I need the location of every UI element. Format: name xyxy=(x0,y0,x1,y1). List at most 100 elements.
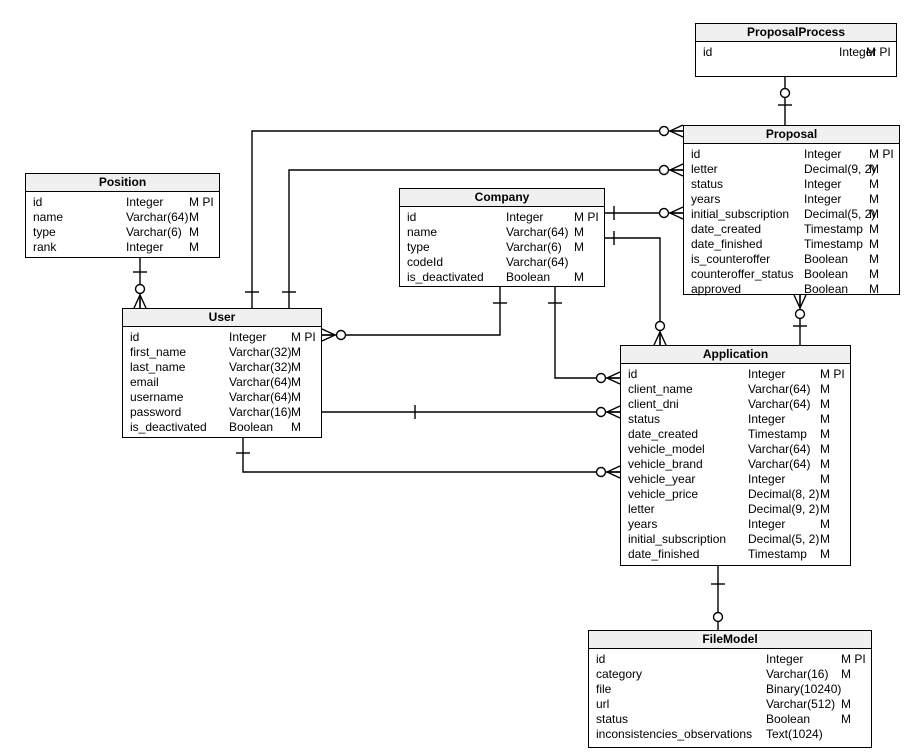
field-name: vehicle_model xyxy=(628,442,705,456)
field-row: id Integer M PI xyxy=(589,652,871,667)
field-type: Varchar(64) xyxy=(506,255,569,269)
field-flags: M xyxy=(291,420,301,434)
field-flags: M xyxy=(291,390,301,404)
relationship-company-application-left xyxy=(548,287,621,385)
field-name: counteroffer_status xyxy=(691,267,794,281)
field-row: url Varchar(512) M xyxy=(589,697,871,712)
field-row: inconsistencies_observations Text(1024) xyxy=(589,727,871,742)
field-flags: M xyxy=(189,225,199,239)
field-row: username Varchar(64) M xyxy=(123,390,321,405)
field-flags: M PI xyxy=(291,330,316,344)
field-row: vehicle_model Varchar(64) M xyxy=(621,442,850,457)
field-flags: M xyxy=(869,252,879,266)
field-name: initial_subscription xyxy=(691,207,790,221)
entity-title: Proposal xyxy=(684,126,899,144)
field-row: date_created Timestamp M xyxy=(684,222,899,237)
field-row: type Varchar(6) M xyxy=(26,225,219,240)
cardinality-zero-circle xyxy=(654,320,666,332)
field-flags: M xyxy=(869,162,879,176)
field-name: letter xyxy=(691,162,718,176)
field-name: letter xyxy=(628,502,655,516)
field-name: is_deactivated xyxy=(407,270,484,284)
field-row: date_finished Timestamp M xyxy=(621,547,850,562)
field-name: years xyxy=(691,192,721,206)
field-flags: M PI xyxy=(866,45,891,59)
field-name: last_name xyxy=(130,360,186,374)
field-name: file xyxy=(596,682,612,696)
field-name: id xyxy=(407,210,417,224)
cardinality-zero-circle xyxy=(595,406,607,418)
field-flags: M xyxy=(869,237,879,251)
field-name: is_deactivated xyxy=(130,420,207,434)
relationship-user-proposal-2 xyxy=(282,163,684,308)
field-flags: M xyxy=(574,240,584,254)
field-type: Varchar(64) xyxy=(748,442,811,456)
field-flags: M PI xyxy=(574,210,599,224)
field-row: name Varchar(64) M xyxy=(26,210,219,225)
field-row: last_name Varchar(32) M xyxy=(123,360,321,375)
field-name: name xyxy=(407,225,438,239)
field-row: date_created Timestamp M xyxy=(621,427,850,442)
field-row: category Varchar(16) M xyxy=(589,667,871,682)
entity-title: FileModel xyxy=(589,631,871,649)
entity-proposalprocess[interactable]: ProposalProcess id Integer M PI xyxy=(695,23,897,77)
entity-filemodel[interactable]: FileModel id Integer M PI category Varchar(16… xyxy=(588,630,872,748)
field-type: Decimal(5, 2) xyxy=(804,207,876,221)
field-name: inconsistencies_observations xyxy=(596,727,753,741)
field-name: name xyxy=(33,210,64,224)
field-flags: M xyxy=(841,667,851,681)
field-type: Varchar(32) xyxy=(229,360,292,374)
field-type: Decimal(9, 2) xyxy=(748,502,820,516)
field-type: Boolean xyxy=(766,712,811,726)
field-row: vehicle_year Integer M xyxy=(621,472,850,487)
field-name: email xyxy=(130,375,159,389)
entity-title: User xyxy=(123,309,321,327)
field-type: Decimal(9, 2) xyxy=(804,162,876,176)
field-row: years Integer M xyxy=(621,517,850,532)
field-name: id xyxy=(596,652,606,666)
field-flags: M xyxy=(574,225,584,239)
relationship-line xyxy=(554,287,620,379)
relationship-company-user xyxy=(321,287,507,342)
field-flags: M xyxy=(291,360,301,374)
field-name: date_finished xyxy=(691,237,763,251)
field-type: Integer xyxy=(804,192,842,206)
field-row: codeId Varchar(64) xyxy=(400,255,604,270)
field-type: Varchar(64) xyxy=(126,210,189,224)
cardinality-zero-circle xyxy=(134,283,146,295)
relationship-line xyxy=(322,287,501,336)
field-name: type xyxy=(33,225,56,239)
relationship-line xyxy=(288,169,683,308)
cardinality-zero-circle xyxy=(335,329,347,341)
field-name: codeId xyxy=(407,255,444,269)
field-row: rank Integer M xyxy=(26,240,219,255)
field-type: Integer xyxy=(126,195,164,209)
field-row: status Integer M xyxy=(621,412,850,427)
entity-application[interactable]: Application id Integer M PI client_name Varch… xyxy=(620,345,851,566)
cardinality-zero-circle xyxy=(779,87,791,99)
field-type: Varchar(64) xyxy=(748,457,811,471)
field-flags: M xyxy=(841,697,851,711)
field-name: category xyxy=(596,667,643,681)
field-type: Integer xyxy=(804,177,842,191)
field-row: id Integer M PI xyxy=(26,195,219,210)
field-type: Varchar(64) xyxy=(506,225,569,239)
relationship-application-filemodel xyxy=(711,566,725,630)
field-flags: M xyxy=(869,282,879,296)
field-type: Boolean xyxy=(804,252,849,266)
field-row: id Integer M PI xyxy=(684,147,899,162)
field-type: Integer xyxy=(748,367,786,381)
field-row: file Binary(10240) xyxy=(589,682,871,697)
entity-proposal[interactable]: Proposal id Integer M PI letter Decimal(9, 2)… xyxy=(683,125,900,296)
field-name: date_created xyxy=(628,427,699,441)
field-flags: M xyxy=(189,240,199,254)
relationship-line xyxy=(605,237,661,345)
field-name: id xyxy=(703,45,713,59)
field-flags: M xyxy=(820,457,830,471)
cardinality-zero-circle xyxy=(658,125,670,137)
